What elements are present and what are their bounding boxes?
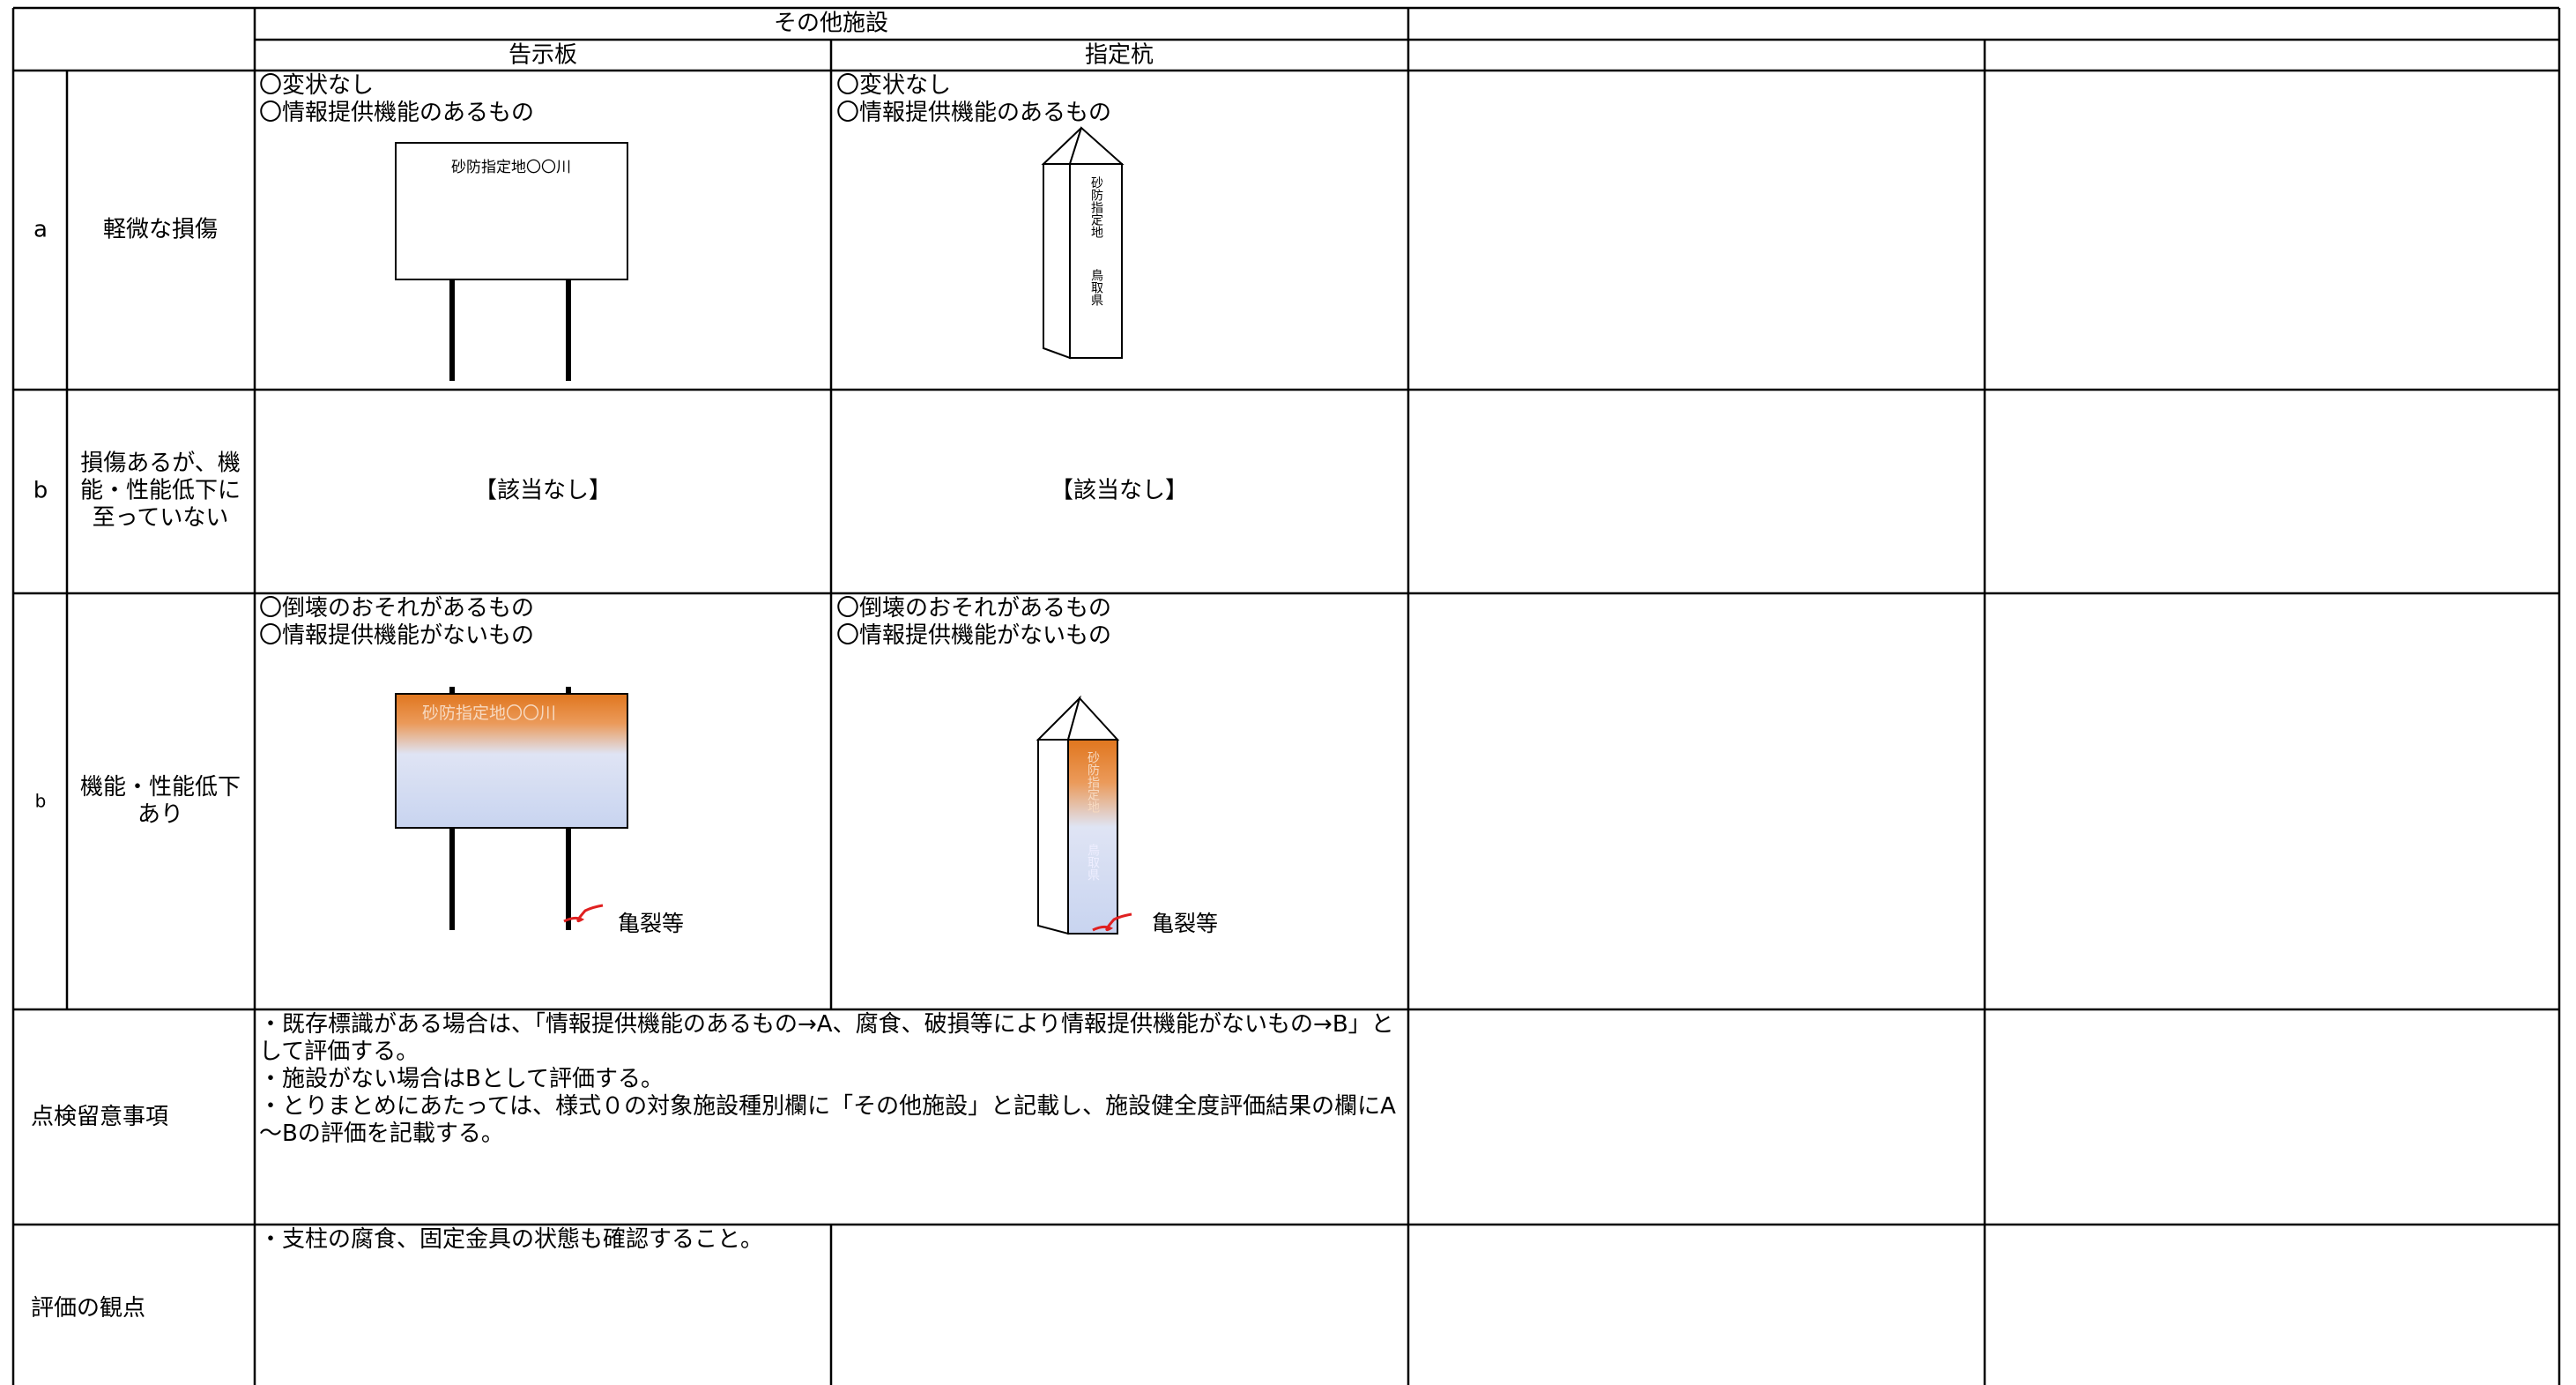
row-label: 軽微な損傷 <box>102 216 219 243</box>
grid-lines <box>11 6 2561 1385</box>
text-line: 〇情報提供機能のあるもの <box>259 100 535 126</box>
text-line: 〇情報提供機能がないもの <box>259 622 535 649</box>
cell-text: 【該当なし】 <box>473 477 612 504</box>
text-line: ・とりまとめにあたっては、様式０の対象施設種別欄に「その他施設」と記載し、施設健… <box>259 1093 1396 1147</box>
sign-damaged: 砂防指定地〇〇川 亀裂等 <box>395 687 684 936</box>
column-header: 指定杭 <box>1084 41 1154 69</box>
row-label: 機能・性能低下あり <box>79 774 241 828</box>
group-header: その他施設 <box>773 10 889 37</box>
crack-label: 亀裂等 <box>1152 911 1218 936</box>
cell-text: 【該当なし】 <box>1050 477 1189 504</box>
post-ok: 砂防指定地 鳥取県 <box>1041 126 1125 360</box>
text-line: ・施設がない場合はBとして評価する。 <box>259 1066 664 1092</box>
rank: b <box>33 477 48 504</box>
sign-text: 砂防指定地〇〇川 <box>451 159 571 176</box>
post-damaged: 砂防指定地 鳥取県 亀裂等 <box>1036 695 1218 936</box>
sign-ok: 砂防指定地〇〇川 <box>395 142 628 381</box>
notes-text: ・既存標識がある場合は、「情報提供機能のあるもの→A、腐食、破損等により情報提供… <box>259 1011 1405 1148</box>
cell-text: 〇倒壊のおそれがあるもの 〇情報提供機能がないもの <box>259 595 534 650</box>
rank: b <box>34 790 47 812</box>
cell-text: 〇変状なし 〇情報提供機能のあるもの <box>259 72 534 127</box>
text-line: 〇倒壊のおそれがあるもの <box>836 595 1112 622</box>
column-header: 告示板 <box>508 41 578 69</box>
rank: a <box>33 216 48 243</box>
text-line: 〇情報提供機能のあるもの <box>836 100 1112 126</box>
text-line: 〇変状なし <box>836 72 952 99</box>
notes-label: 点検留意事項 <box>31 1104 169 1130</box>
crack-label: 亀裂等 <box>618 911 684 936</box>
cell-text: 〇倒壊のおそれがあるもの 〇情報提供機能がないもの <box>836 595 1111 650</box>
post-text: 砂防指定地 <box>1089 176 1103 238</box>
sign-text: 砂防指定地〇〇川 <box>422 704 556 723</box>
post-text: 鳥取県 <box>1086 844 1100 881</box>
text-line: 〇変状なし <box>259 72 375 99</box>
viewpoint-label: 評価の観点 <box>31 1295 146 1322</box>
text-line: 〇情報提供機能がないもの <box>836 622 1112 649</box>
post-text: 鳥取県 <box>1089 269 1103 306</box>
post-text: 砂防指定地 <box>1086 751 1100 813</box>
text-line: ・既存標識がある場合は、「情報提供機能のあるもの→A、腐食、破損等により情報提供… <box>259 1011 1394 1065</box>
cell-text: 〇変状なし 〇情報提供機能のあるもの <box>836 72 1111 127</box>
text-line: 〇倒壊のおそれがあるもの <box>259 595 535 622</box>
row-label: 損傷あるが、機能・性能低下に至っていない <box>79 450 241 532</box>
viewpoint-text: ・支柱の腐食、固定金具の状態も確認すること。 <box>259 1226 764 1253</box>
